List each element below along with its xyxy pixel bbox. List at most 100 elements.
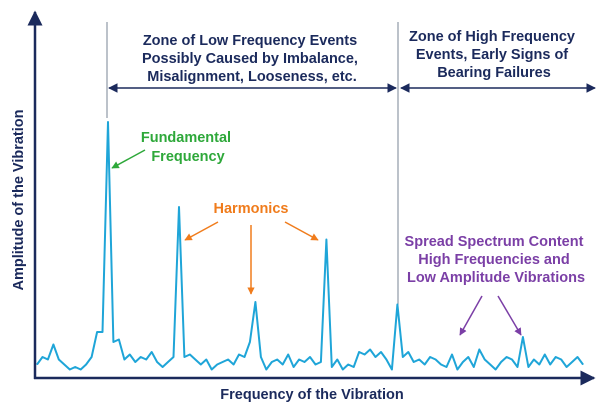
spread-arrow-1 xyxy=(459,295,483,336)
spectrum-point xyxy=(391,369,393,370)
fundamental-line-1: Fundamental xyxy=(141,130,231,146)
spectrum-point xyxy=(309,356,311,358)
spectrum-point xyxy=(189,354,191,355)
spectrum-point xyxy=(467,356,469,358)
spectrum-point xyxy=(167,361,169,363)
spectrum-point xyxy=(582,364,584,365)
spectrum-point xyxy=(69,369,71,370)
spectrum-point xyxy=(549,364,551,365)
spectrum-point xyxy=(287,354,289,355)
spectrum-point xyxy=(205,359,207,360)
spectrum-point xyxy=(74,366,76,368)
spectrum-point xyxy=(380,351,382,353)
spectrum-point xyxy=(211,369,213,370)
spectrum-point xyxy=(451,354,453,355)
spectrum-point xyxy=(200,364,202,365)
high-zone-line-3: Bearing Failures xyxy=(437,65,551,81)
spectrum-point xyxy=(238,354,240,355)
spectrum-point xyxy=(347,364,349,365)
spread-spectrum-label: Spread Spectrum Content High Frequencies… xyxy=(405,234,588,286)
spectrum-point xyxy=(194,359,196,360)
spectrum-point xyxy=(276,359,278,360)
spectrum-point xyxy=(151,351,153,353)
spectrum-point xyxy=(473,366,475,368)
spectrum-point xyxy=(145,359,147,360)
spectrum-point xyxy=(402,356,404,358)
spectrum-point xyxy=(249,341,251,343)
low-zone-line-1: Zone of Low Frequency Events xyxy=(143,33,357,49)
spectrum-point xyxy=(462,361,464,363)
spectrum-point xyxy=(495,369,497,370)
spectrum-point xyxy=(429,356,431,358)
x-axis-label: Frequency of the Vibration xyxy=(220,387,403,403)
spectrum-point xyxy=(298,359,300,360)
spectrum-point xyxy=(544,354,546,355)
spectrum-point xyxy=(353,366,355,368)
fundamental-line-2: Frequency xyxy=(151,149,224,165)
harmonic-arrow-1 xyxy=(184,221,219,241)
spectrum-point xyxy=(173,356,174,358)
spectrum-point xyxy=(320,361,322,363)
spectrum-point xyxy=(58,359,60,360)
spectrum-point xyxy=(533,359,535,360)
spectrum-point xyxy=(364,354,366,355)
spectrum-point xyxy=(446,366,447,368)
spectrum-point xyxy=(36,364,38,365)
spectrum-point xyxy=(358,351,360,353)
spectrum-point xyxy=(271,361,273,363)
spectrum-point xyxy=(516,366,518,368)
fundamental-label: Fundamental Frequency xyxy=(141,130,235,165)
spectrum-point xyxy=(342,369,344,370)
spectrum-point xyxy=(489,364,491,365)
spectrum-point xyxy=(162,366,164,368)
spectrum-point xyxy=(156,361,158,363)
spectrum-point xyxy=(314,364,316,365)
high-zone-line-1: Zone of High Frequency xyxy=(409,29,575,45)
spectrum-point xyxy=(216,364,218,365)
spectrum-point xyxy=(478,349,480,350)
spectrum-point xyxy=(325,239,327,240)
spectrum-point xyxy=(331,366,333,368)
spectrum-point xyxy=(293,366,295,368)
spectrum-point xyxy=(96,331,98,333)
spectrum-point xyxy=(80,369,82,370)
harmonic-arrow-3 xyxy=(284,221,319,241)
spectrum-point xyxy=(369,349,371,350)
spectrum-point xyxy=(385,359,387,360)
spectrum-point xyxy=(102,331,104,333)
spread-arrow-2 xyxy=(497,295,522,336)
spectrum-point xyxy=(435,359,437,360)
spectrum-point xyxy=(107,121,109,123)
spectrum-point xyxy=(577,356,579,358)
spectrum-point xyxy=(396,304,398,305)
y-axis-label: Amplitude of the Vibration xyxy=(11,110,27,291)
spectrum-point xyxy=(178,206,180,208)
spectrum-point xyxy=(407,351,409,353)
spectrum-point xyxy=(118,339,120,340)
spectrum-point xyxy=(418,359,420,360)
spectrum-point xyxy=(243,356,245,358)
spread-line-2: High Frequencies and xyxy=(418,252,569,268)
spectrum-point xyxy=(140,356,142,358)
spectrum-point xyxy=(183,356,185,358)
spectrum-point xyxy=(265,369,267,370)
spectrum-point xyxy=(566,366,568,368)
low-zone-line-2: Possibly Caused by Imbalance, xyxy=(142,51,358,67)
spectrum-point xyxy=(254,301,256,303)
low-zone-line-3: Misalignment, Looseness, etc. xyxy=(147,69,357,85)
spectrum-point xyxy=(456,369,458,370)
spectrum-point xyxy=(511,359,513,360)
spectrum-point xyxy=(52,344,54,345)
spectrum-point xyxy=(560,359,562,360)
fundamental-arrow xyxy=(111,149,146,169)
spectrum-point xyxy=(63,364,65,365)
spectrum-point xyxy=(555,356,557,358)
low-zone-label: Zone of Low Frequency Events Possibly Ca… xyxy=(142,33,362,85)
spectrum-point xyxy=(260,356,262,358)
high-zone-label: Zone of High Frequency Events, Early Sig… xyxy=(409,29,579,81)
spectrum-point xyxy=(85,364,87,365)
harmonics-label: Harmonics xyxy=(214,201,289,217)
spectrum-point xyxy=(506,356,508,358)
spectrum-point xyxy=(527,366,529,368)
